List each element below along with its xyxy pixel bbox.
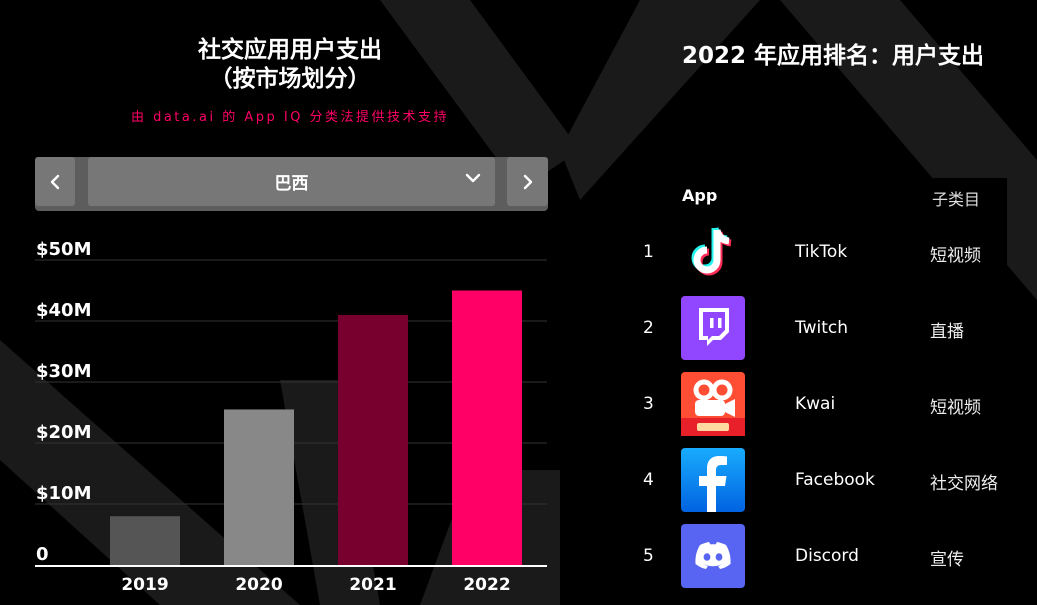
chevron-right-icon bbox=[523, 174, 532, 189]
y-tick-label: $20M bbox=[36, 422, 92, 443]
chevron-left-icon bbox=[50, 174, 60, 189]
rank-number: 1 bbox=[643, 242, 654, 262]
y-tick-label: 0 bbox=[36, 544, 49, 565]
chevron-down-icon bbox=[465, 173, 481, 183]
chart-subtitle: 由 data.ai 的 App IQ 分类法提供技术支持 bbox=[130, 110, 450, 125]
x-category-label: 2019 bbox=[121, 575, 168, 595]
app-name: Discord bbox=[795, 546, 859, 566]
app-name: Kwai bbox=[795, 394, 836, 414]
rank-number: 5 bbox=[643, 546, 654, 566]
y-tick-label: $40M bbox=[36, 300, 92, 321]
twitch-logo-icon bbox=[681, 296, 745, 360]
market-dropdown[interactable]: 巴西 bbox=[88, 157, 495, 206]
kwai-logo-icon bbox=[681, 372, 745, 436]
app-subcategory: 直播 bbox=[930, 322, 964, 342]
y-tick-label: $30M bbox=[36, 361, 92, 382]
app-name: Twitch bbox=[795, 318, 848, 338]
x-category-label: 2022 bbox=[463, 575, 510, 595]
next-market-button[interactable] bbox=[507, 157, 548, 206]
chart-title-line1: 社交应用用户支出 bbox=[198, 37, 382, 63]
market-selector: 巴西 bbox=[35, 157, 548, 211]
rank-number: 2 bbox=[643, 318, 654, 338]
y-tick-label: $50M bbox=[36, 239, 92, 260]
bar-chart: 0 $10M $20M $30M $40M $50M 2019 2020 2021 2022 bbox=[35, 239, 547, 595]
app-subcategory: 短视频 bbox=[930, 246, 981, 266]
chart-panel: 社交应用用户支出 （按市场划分） 由 data.ai 的 App IQ 分类法提… bbox=[30, 0, 555, 605]
app-subcategory: 短视频 bbox=[930, 398, 981, 418]
table-row: 1 TikTok 短视频 bbox=[632, 220, 1037, 286]
app-subcategory: 社交网络 bbox=[930, 474, 998, 494]
facebook-logo-icon bbox=[681, 448, 745, 512]
app-name: TikTok bbox=[795, 242, 848, 262]
ranking-title: 2022 年应用排名：用户支出 bbox=[682, 43, 985, 69]
tiktok-logo-icon bbox=[691, 227, 732, 276]
y-tick-label: $10M bbox=[36, 483, 92, 504]
bar bbox=[338, 314, 408, 565]
rank-number: 3 bbox=[643, 394, 654, 414]
chart-title-line2: （按市场划分） bbox=[209, 66, 371, 92]
bar bbox=[224, 409, 294, 565]
table-row: 3 Kwai 短视频 bbox=[632, 372, 1037, 438]
table-row: 4 Facebook 社交网络 bbox=[632, 448, 1037, 514]
ranking-panel: 2022 年应用排名：用户支出 App 子类目 1 TikTok 短视频 2 bbox=[632, 0, 1037, 605]
rank-number: 4 bbox=[643, 470, 654, 490]
prev-market-button[interactable] bbox=[35, 157, 75, 206]
column-header-app: App bbox=[682, 186, 718, 205]
x-category-label: 2021 bbox=[349, 575, 396, 595]
bar bbox=[110, 516, 180, 565]
app-name: Facebook bbox=[795, 470, 875, 490]
app-subcategory: 宣传 bbox=[930, 550, 964, 570]
column-header-subcategory: 子类目 bbox=[932, 190, 981, 209]
discord-logo-icon bbox=[681, 524, 745, 588]
bar bbox=[452, 290, 522, 565]
chart-title: 社交应用用户支出 （按市场划分） bbox=[30, 36, 550, 94]
x-category-label: 2020 bbox=[235, 575, 282, 595]
table-row: 5 Discord 宣传 bbox=[632, 524, 1037, 590]
selected-market: 巴西 bbox=[274, 174, 309, 194]
table-row: 2 Twitch 直播 bbox=[632, 296, 1037, 362]
